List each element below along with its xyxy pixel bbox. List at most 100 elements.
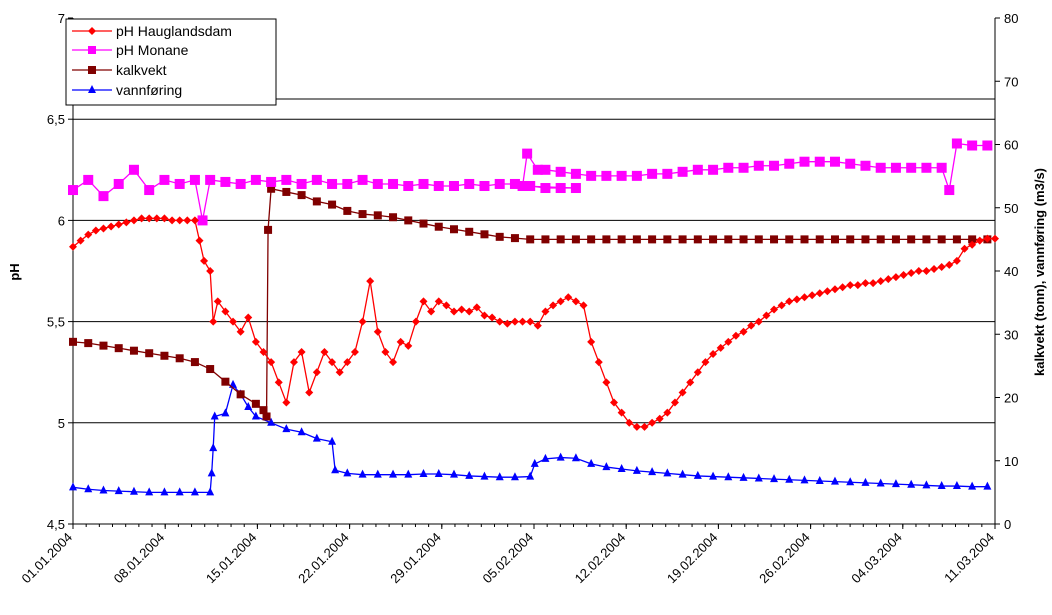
data-point [510,234,519,243]
data-point [503,319,512,328]
data-point [206,365,215,374]
data-point [967,140,978,151]
data-point [495,232,504,241]
data-point [753,160,764,171]
data-point [518,317,527,326]
data-point [617,463,626,472]
data-point [570,168,581,179]
data-point [829,156,840,167]
data-point [555,183,566,194]
data-point [968,235,977,244]
data-point [160,214,169,223]
data-point [716,343,725,352]
data-point [175,354,184,363]
data-point [373,327,382,336]
data-point [968,481,977,490]
data-point [297,347,306,356]
data-point [983,234,992,243]
data-point [235,178,246,189]
data-point [907,235,916,244]
legend-item: pH Hauglandsdam [72,23,232,39]
data-point [975,236,984,245]
data-point [419,219,428,228]
x-tick-label: 01.01.2004 [18,530,75,587]
data-point [860,160,871,171]
data-point [907,269,916,278]
data-point [343,206,352,215]
data-point [838,283,847,292]
data-point [174,178,185,189]
data-point [281,174,292,185]
data-point [960,244,969,253]
y2-axis-title: kalkvekt (tonn), vannføring (m3/s) [1032,168,1047,376]
y-tick-label: 6,5 [47,112,65,127]
data-point [264,225,273,234]
data-point [678,469,687,478]
data-point [297,427,306,436]
data-point [891,235,900,244]
data-point [632,235,641,244]
data-point [815,235,824,244]
data-point [754,317,763,326]
data-point [663,408,672,417]
data-point [510,472,519,481]
data-point [259,406,268,415]
data-point [236,390,245,399]
data-point [876,478,885,487]
data-point [472,303,481,312]
data-point [610,398,619,407]
y-tick-labels: 4,5 5 5,5 6 6,5 7 [47,11,65,532]
data-point [724,235,733,244]
data-point [312,197,321,206]
data-point [541,453,550,462]
data-point [853,281,862,290]
data-point [739,327,748,336]
data-point [372,178,383,189]
data-point [419,297,428,306]
data-point [209,317,218,326]
x-tick-label: 22.01.2004 [295,530,352,587]
data-point [457,305,466,314]
data-point [433,180,444,191]
data-point [465,307,474,316]
data-point [366,277,375,286]
data-point [342,178,353,189]
data-point [145,487,154,496]
data-point [168,216,177,225]
data-point [891,479,900,488]
x-tick-labels: 01.01.2004 08.01.2004 15.01.2004 22.01.2004… [18,530,997,587]
data-point [83,174,94,185]
data-point [739,472,748,481]
data-point [251,411,260,420]
data-point [601,170,612,181]
data-point [556,297,565,306]
data-point [785,235,794,244]
data-point [587,458,596,467]
data-point [465,470,474,479]
data-point [183,216,192,225]
data-point [251,337,260,346]
data-point [358,210,367,219]
data-point [145,349,154,358]
data-point [906,162,917,173]
data-point [236,327,245,336]
data-point [723,162,734,173]
data-point [693,470,702,479]
data-point [830,476,839,485]
data-point [846,477,855,486]
data-point [396,337,405,346]
data-point [137,214,146,223]
data-point [311,174,322,185]
data-point [876,277,885,286]
data-point [785,474,794,483]
data-point [480,471,489,480]
data-point [670,398,679,407]
data-point [632,422,641,431]
data-point [312,433,321,442]
data-point [449,469,458,478]
data-point [404,341,413,350]
data-point [312,368,321,377]
data-point [159,174,170,185]
data-point [210,411,219,420]
data-point [69,482,77,491]
